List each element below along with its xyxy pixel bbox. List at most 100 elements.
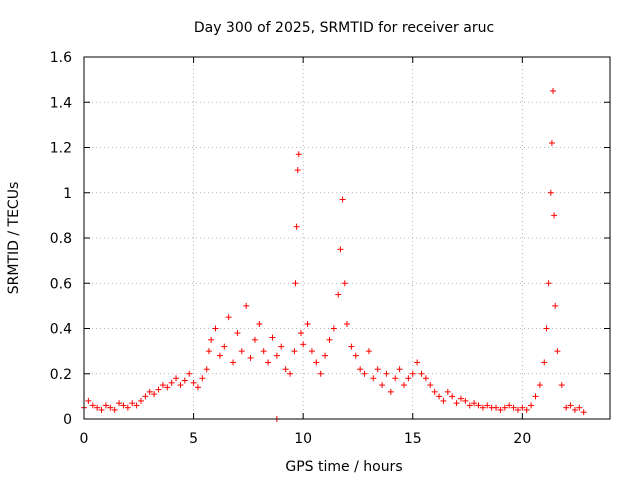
data-point <box>541 359 548 366</box>
data-point <box>365 348 372 355</box>
data-point <box>260 348 267 355</box>
data-point <box>116 400 123 407</box>
data-point <box>370 375 377 382</box>
x-axis-label: GPS time / hours <box>285 459 402 475</box>
data-point <box>313 359 320 366</box>
data-point <box>292 280 299 287</box>
data-point <box>94 404 101 411</box>
data-point <box>400 382 407 389</box>
data-point <box>326 336 333 343</box>
y-tick-label: 0.2 <box>50 367 72 383</box>
data-point <box>230 359 237 366</box>
data-point <box>449 393 456 400</box>
data-point <box>137 397 144 404</box>
data-point <box>308 348 315 355</box>
data-point <box>387 388 394 395</box>
data-point <box>558 382 565 389</box>
data-point <box>348 343 355 350</box>
data-point <box>493 404 500 411</box>
y-tick-label: 0 <box>63 412 72 428</box>
data-point <box>352 352 359 359</box>
x-tick-label: 0 <box>80 431 89 447</box>
data-point <box>554 348 561 355</box>
data-point <box>151 391 158 398</box>
data-point <box>155 386 162 393</box>
data-point <box>208 336 215 343</box>
data-point <box>297 330 304 337</box>
data-point <box>548 139 555 146</box>
data-point <box>383 370 390 377</box>
y-tick-label: 1 <box>63 186 72 202</box>
data-point <box>269 334 276 341</box>
data-point <box>238 348 245 355</box>
data-point <box>205 348 212 355</box>
data-point <box>225 314 232 321</box>
axis-ticks: 0 0.2 0.4 0.6 0.8 1 1.2 1.4 1.6 0 5 10 15 20 <box>50 50 610 447</box>
data-point <box>514 406 521 413</box>
data-point <box>234 330 241 337</box>
data-point <box>392 375 399 382</box>
data-point <box>567 402 574 409</box>
data-point <box>479 404 486 411</box>
data-point <box>536 382 543 389</box>
data-point <box>344 320 350 327</box>
data-point <box>190 379 197 386</box>
data-point <box>294 167 301 174</box>
data-point <box>173 375 180 382</box>
chart-title: Day 300 of 2025, SRMTID for receiver aru… <box>194 20 494 36</box>
plot-frame <box>83 56 611 420</box>
data-point <box>133 402 140 409</box>
grid-lines <box>84 57 610 419</box>
data-point <box>282 366 289 373</box>
data-point <box>181 377 188 384</box>
data-point <box>256 320 263 327</box>
data-point <box>98 406 105 413</box>
data-point <box>291 348 298 355</box>
data-point <box>552 302 559 309</box>
data-point <box>357 366 364 373</box>
data-point <box>273 352 280 359</box>
data-point <box>414 359 421 366</box>
y-axis-label: SRMTID / TECUs <box>6 182 22 295</box>
y-tick-label: 1.2 <box>50 141 72 157</box>
data-point <box>120 402 127 409</box>
data-point <box>466 402 473 409</box>
data-point <box>440 397 447 404</box>
data-point <box>85 397 92 404</box>
data-point <box>293 223 300 230</box>
data-point <box>203 366 210 373</box>
data-point <box>551 212 558 219</box>
data-point <box>374 366 381 373</box>
data-point <box>186 370 193 377</box>
data-point <box>287 370 294 377</box>
data-point <box>322 352 329 359</box>
data-point <box>339 196 346 203</box>
data-point <box>111 406 118 413</box>
data-point <box>444 388 451 395</box>
data-point <box>528 402 535 409</box>
data-point <box>405 375 412 382</box>
data-point <box>168 379 175 386</box>
data-point <box>89 402 96 409</box>
data-point <box>335 291 342 298</box>
data-point <box>102 402 109 409</box>
data-point <box>523 406 530 413</box>
data-point <box>317 370 324 377</box>
data-point <box>278 343 285 350</box>
data-point <box>571 406 578 413</box>
data-point <box>243 302 250 309</box>
data-point <box>159 382 166 389</box>
data-point <box>427 382 434 389</box>
data-point <box>379 382 386 389</box>
data-point <box>462 397 469 404</box>
x-tick-label: 15 <box>404 431 422 447</box>
data-point <box>431 388 438 395</box>
data-point <box>341 280 348 287</box>
data-points <box>81 87 587 422</box>
data-point <box>547 189 554 196</box>
data-point <box>199 375 206 382</box>
data-point <box>580 409 587 416</box>
data-point <box>475 402 482 409</box>
data-point <box>543 325 550 332</box>
